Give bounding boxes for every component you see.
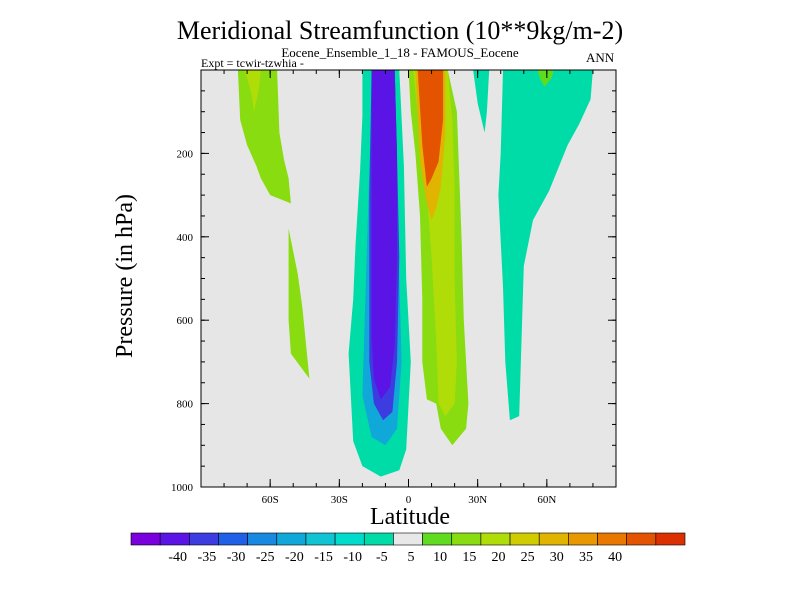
contour-region-1 — [244, 70, 261, 112]
colorbar-swatch — [480, 532, 511, 546]
contour-region-10 — [417, 70, 444, 187]
x-tick-label: 30N — [468, 494, 487, 506]
contour-region-11 — [473, 70, 490, 133]
colorbar-label: -5 — [376, 550, 388, 565]
colorbar-label: -35 — [198, 550, 217, 565]
colorbar-label: 25 — [521, 550, 535, 565]
colorbar-label: 15 — [462, 550, 476, 565]
colorbar-swatch — [276, 532, 307, 546]
x-tick-label: 0 — [406, 494, 412, 506]
colorbar: -40 -35 -30 -25 -20 -15 -10 -5 5 10 15 20 25 30 35 40 — [130, 532, 686, 565]
colorbar-label: 40 — [608, 550, 622, 565]
y-tick-label: 600 — [177, 315, 194, 327]
chart-title: Meridional Streamfunction (10**9kg/m-2) — [176, 16, 624, 45]
colorbar-label: 10 — [433, 550, 447, 565]
colorbar-swatch — [422, 532, 453, 546]
x-tick-label: 60N — [537, 494, 556, 506]
x-tick-label: 60S — [262, 494, 279, 506]
colorbar-swatch — [334, 532, 365, 546]
colorbar-swatch — [451, 532, 482, 546]
contour-region-13 — [537, 70, 554, 87]
contour-region-0 — [237, 70, 291, 204]
colorbar-label: 30 — [550, 550, 564, 565]
colorbar-label: -30 — [227, 550, 246, 565]
colorbar-swatch — [655, 532, 686, 546]
colorbar-label: 5 — [408, 550, 415, 565]
season-label: ANN — [586, 50, 615, 65]
contour-region-6 — [371, 70, 397, 400]
y-tick-label: 1000 — [171, 482, 194, 494]
colorbar-label: -20 — [285, 550, 304, 565]
colorbar-label: 20 — [491, 550, 505, 565]
colorbar-swatch — [538, 532, 569, 546]
experiment-label: Expt = tcwir-tzwhia - — [201, 56, 304, 70]
colorbar-label: -15 — [314, 550, 333, 565]
colorbar-swatch — [363, 532, 394, 546]
colorbar-swatch — [509, 532, 540, 546]
y-tick-label: 200 — [177, 148, 194, 160]
colorbar-swatch — [189, 532, 219, 546]
colorbar-swatch — [393, 532, 423, 546]
colorbar-swatch — [130, 532, 161, 546]
y-tick-label: 800 — [177, 399, 194, 411]
colorbar-label: -10 — [343, 550, 362, 565]
colorbar-label: -25 — [256, 550, 275, 565]
colorbar-swatch — [597, 532, 627, 546]
colorbar-swatch — [305, 532, 336, 546]
colorbar-swatch — [568, 532, 598, 546]
contour-fill-layer — [201, 70, 616, 487]
plot-axes: 60S 30S 0 30N 60N 200 400 600 800 1000 — [171, 69, 617, 506]
colorbar-swatch — [626, 532, 657, 546]
y-tick-label: 400 — [177, 232, 194, 244]
colorbar-label: -40 — [168, 550, 187, 565]
colorbar-label: 35 — [579, 550, 593, 565]
x-axis-label: Latitude — [370, 504, 450, 530]
contour-region-2 — [288, 228, 310, 379]
colorbar-swatch — [218, 532, 248, 546]
chart-subtitle: Eocene_Ensemble_1_18 - FAMOUS_Eocene — [281, 45, 519, 60]
x-tick-label: 30S — [331, 494, 348, 506]
colorbar-swatch — [159, 532, 190, 546]
contour-region-12 — [498, 70, 593, 421]
colorbar-swatch — [247, 532, 278, 546]
